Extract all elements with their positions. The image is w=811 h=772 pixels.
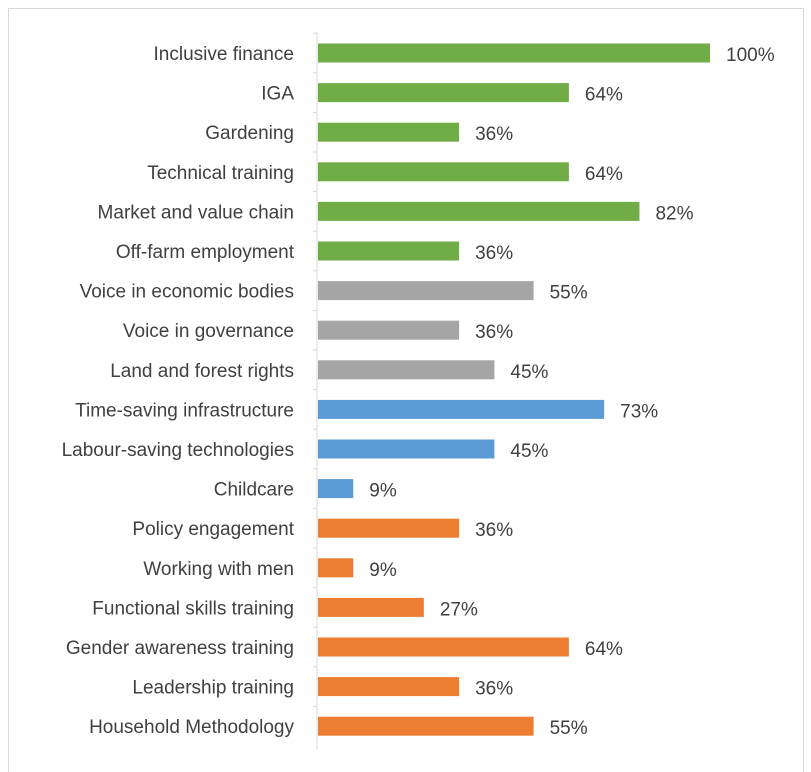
bar xyxy=(318,162,569,182)
category-label: Technical training xyxy=(147,163,294,184)
data-label: 45% xyxy=(510,362,548,383)
data-label: 100% xyxy=(726,45,775,66)
bar xyxy=(318,558,354,578)
bar xyxy=(318,360,495,380)
category-label: Household Methodology xyxy=(89,717,294,738)
data-label: 73% xyxy=(620,401,658,422)
data-label: 9% xyxy=(369,560,397,581)
category-label: Gardening xyxy=(205,123,294,144)
category-label: Land and forest rights xyxy=(110,361,294,382)
category-label: Leadership training xyxy=(132,678,294,699)
category-label: Childcare xyxy=(214,480,294,501)
bar xyxy=(318,479,354,499)
bar xyxy=(318,399,605,419)
data-label: 36% xyxy=(475,520,513,541)
category-label: Functional skills training xyxy=(92,598,294,619)
bar xyxy=(318,122,460,142)
data-label: 55% xyxy=(550,718,588,739)
bar xyxy=(318,677,460,697)
category-label: Market and value chain xyxy=(98,202,294,223)
data-label: 82% xyxy=(655,203,693,224)
bar xyxy=(318,716,534,736)
data-label: 55% xyxy=(550,283,588,304)
data-label: 36% xyxy=(475,124,513,145)
category-label: Time-saving infrastructure xyxy=(75,400,294,421)
data-label: 9% xyxy=(369,481,397,502)
category-label: Labour-saving technologies xyxy=(62,440,294,461)
bar xyxy=(318,637,569,657)
data-label: 36% xyxy=(475,243,513,264)
bar xyxy=(318,518,460,538)
bar xyxy=(318,320,460,340)
category-label: Gender awareness training xyxy=(66,638,294,659)
category-label: Off-farm employment xyxy=(116,242,295,263)
bar xyxy=(318,281,534,301)
bar xyxy=(318,439,495,459)
bar xyxy=(318,83,569,103)
data-label: 36% xyxy=(475,679,513,700)
data-label: 45% xyxy=(510,441,548,462)
bar xyxy=(318,201,640,221)
category-label: Policy engagement xyxy=(132,519,294,540)
data-label: 64% xyxy=(585,639,623,660)
data-label: 36% xyxy=(475,322,513,343)
data-label: 64% xyxy=(585,85,623,106)
bar xyxy=(318,43,710,63)
bar xyxy=(318,241,460,261)
category-label: Voice in governance xyxy=(123,321,294,342)
category-label: Inclusive finance xyxy=(154,44,294,65)
data-label: 27% xyxy=(440,599,478,620)
category-label: Voice in economic bodies xyxy=(80,282,294,303)
category-label: Working with men xyxy=(143,559,294,580)
data-label: 64% xyxy=(585,164,623,185)
bar xyxy=(318,597,424,617)
category-label: IGA xyxy=(261,84,294,105)
